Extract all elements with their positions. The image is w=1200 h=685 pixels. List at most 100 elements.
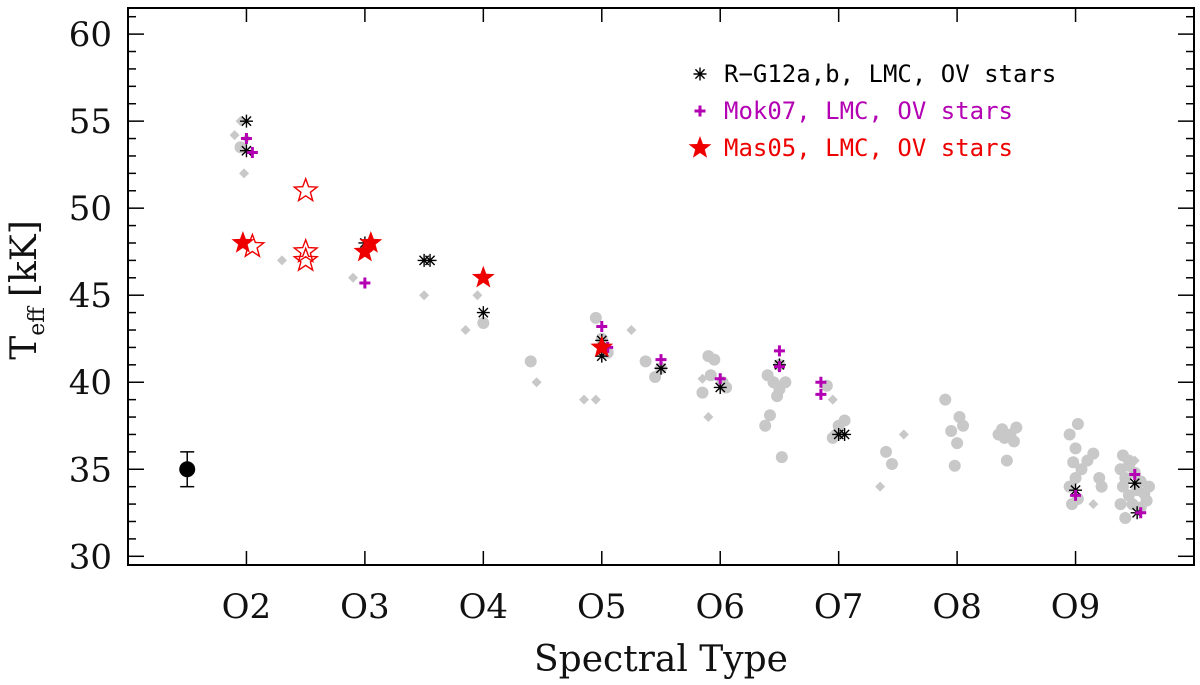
data-point: [231, 231, 255, 253]
series-1: [229, 116, 1140, 510]
data-point: [292, 237, 320, 264]
data-point: [471, 265, 495, 288]
data-point: [239, 114, 253, 128]
x-tick-label: O2: [222, 587, 272, 627]
data-point: [1142, 480, 1155, 493]
data-point: [875, 481, 886, 492]
x-axis-title: Spectral Type: [534, 639, 788, 680]
data-point: [703, 412, 714, 423]
data-point: [476, 306, 490, 320]
data-points: [229, 114, 1155, 525]
data-point: [1070, 489, 1082, 501]
x-tick-label: O5: [577, 587, 627, 627]
data-point: [1128, 476, 1142, 490]
data-point: [239, 232, 266, 258]
data-point: [1007, 435, 1020, 448]
data-point: [359, 231, 383, 253]
data-point: [654, 361, 668, 375]
data-point: [1066, 498, 1079, 511]
data-point: [759, 419, 772, 432]
legend: R−G12a,b, LMC, OV stars Mok07, LMC, OV st…: [688, 60, 1056, 162]
data-point: [639, 355, 652, 368]
data-point: [419, 290, 430, 301]
y-tick-label: 30: [69, 537, 112, 577]
data-point: [649, 371, 662, 384]
data-point: [704, 369, 717, 382]
data-point: [531, 377, 542, 388]
data-point: [773, 345, 785, 357]
y-tick-label: 55: [69, 102, 112, 142]
x-tick-label: O8: [932, 587, 982, 627]
data-point: [276, 255, 287, 266]
data-point: [714, 373, 726, 385]
data-point: [1067, 456, 1080, 469]
series-0: [234, 141, 1155, 525]
data-point: [1063, 480, 1076, 493]
data-point: [898, 429, 909, 440]
data-point: [713, 380, 727, 394]
plot-frame: [127, 7, 1195, 566]
data-point: [524, 355, 537, 368]
data-point: [240, 133, 252, 145]
data-point: [885, 458, 898, 471]
data-point: [992, 428, 1005, 441]
series-4: [231, 231, 614, 358]
data-point: [353, 239, 377, 262]
data-point: [838, 427, 852, 441]
axis-ticks: [128, 8, 1194, 565]
data-point: [246, 146, 258, 158]
data-point: [1088, 499, 1099, 510]
data-point: [1010, 421, 1023, 434]
data-point: [1135, 507, 1147, 519]
data-point: [838, 414, 851, 427]
data-point: [948, 459, 961, 472]
data-point: [951, 437, 964, 450]
legend-label: R−G12a,b, LMC, OV stars: [724, 60, 1056, 88]
data-point: [596, 321, 608, 333]
x-tick-label: O7: [814, 587, 864, 627]
svg-text:Teff[kK]: Teff [kK]: [4, 220, 50, 359]
error-bar-example: [179, 451, 196, 488]
data-point: [472, 290, 483, 301]
data-point: [1075, 463, 1088, 476]
data-point: [1129, 468, 1141, 480]
data-point: [1069, 442, 1082, 455]
legend-item-2: Mas05, LMC, OV stars: [688, 134, 1013, 162]
data-point: [696, 386, 709, 399]
data-point: [708, 353, 721, 366]
data-point: [1095, 480, 1108, 493]
data-point: [292, 176, 320, 203]
data-point: [1063, 428, 1076, 441]
data-point: [1069, 471, 1082, 484]
data-point: [1114, 498, 1127, 511]
data-point: [239, 168, 250, 179]
data-point: [939, 393, 952, 406]
y-axis-title: Teff [kK]: [4, 220, 50, 359]
legend-item-0: R−G12a,b, LMC, OV stars: [693, 60, 1056, 88]
data-point: [590, 394, 601, 405]
legend-marker-plus: [694, 105, 706, 117]
y-tick-label: 60: [69, 15, 112, 55]
data-point: [423, 253, 437, 267]
y-tick-label: 45: [69, 276, 112, 316]
y-tick-label: 50: [69, 189, 112, 229]
data-point: [771, 390, 784, 403]
data-point: [815, 388, 827, 400]
data-point: [1122, 459, 1135, 472]
axis-tick-labels: O2 O3 O4 O5 O6 O7 O8 O9 30 35 40 45 50 55 60: [69, 15, 1101, 627]
y-tick-label: 35: [69, 450, 112, 490]
data-point: [292, 246, 320, 272]
data-point: [234, 141, 247, 154]
data-point: [697, 373, 708, 384]
legend-marker-star-filled: [688, 136, 712, 158]
data-point: [477, 317, 490, 330]
data-point: [945, 424, 958, 437]
legend-label: Mok07, LMC, OV stars: [724, 97, 1013, 125]
x-tick-label: O3: [340, 587, 390, 627]
y-axis-title-main: T: [4, 336, 45, 360]
data-point: [1119, 512, 1132, 525]
data-point: [359, 277, 371, 289]
error-bar-point: [179, 461, 196, 478]
data-point: [1129, 455, 1140, 466]
